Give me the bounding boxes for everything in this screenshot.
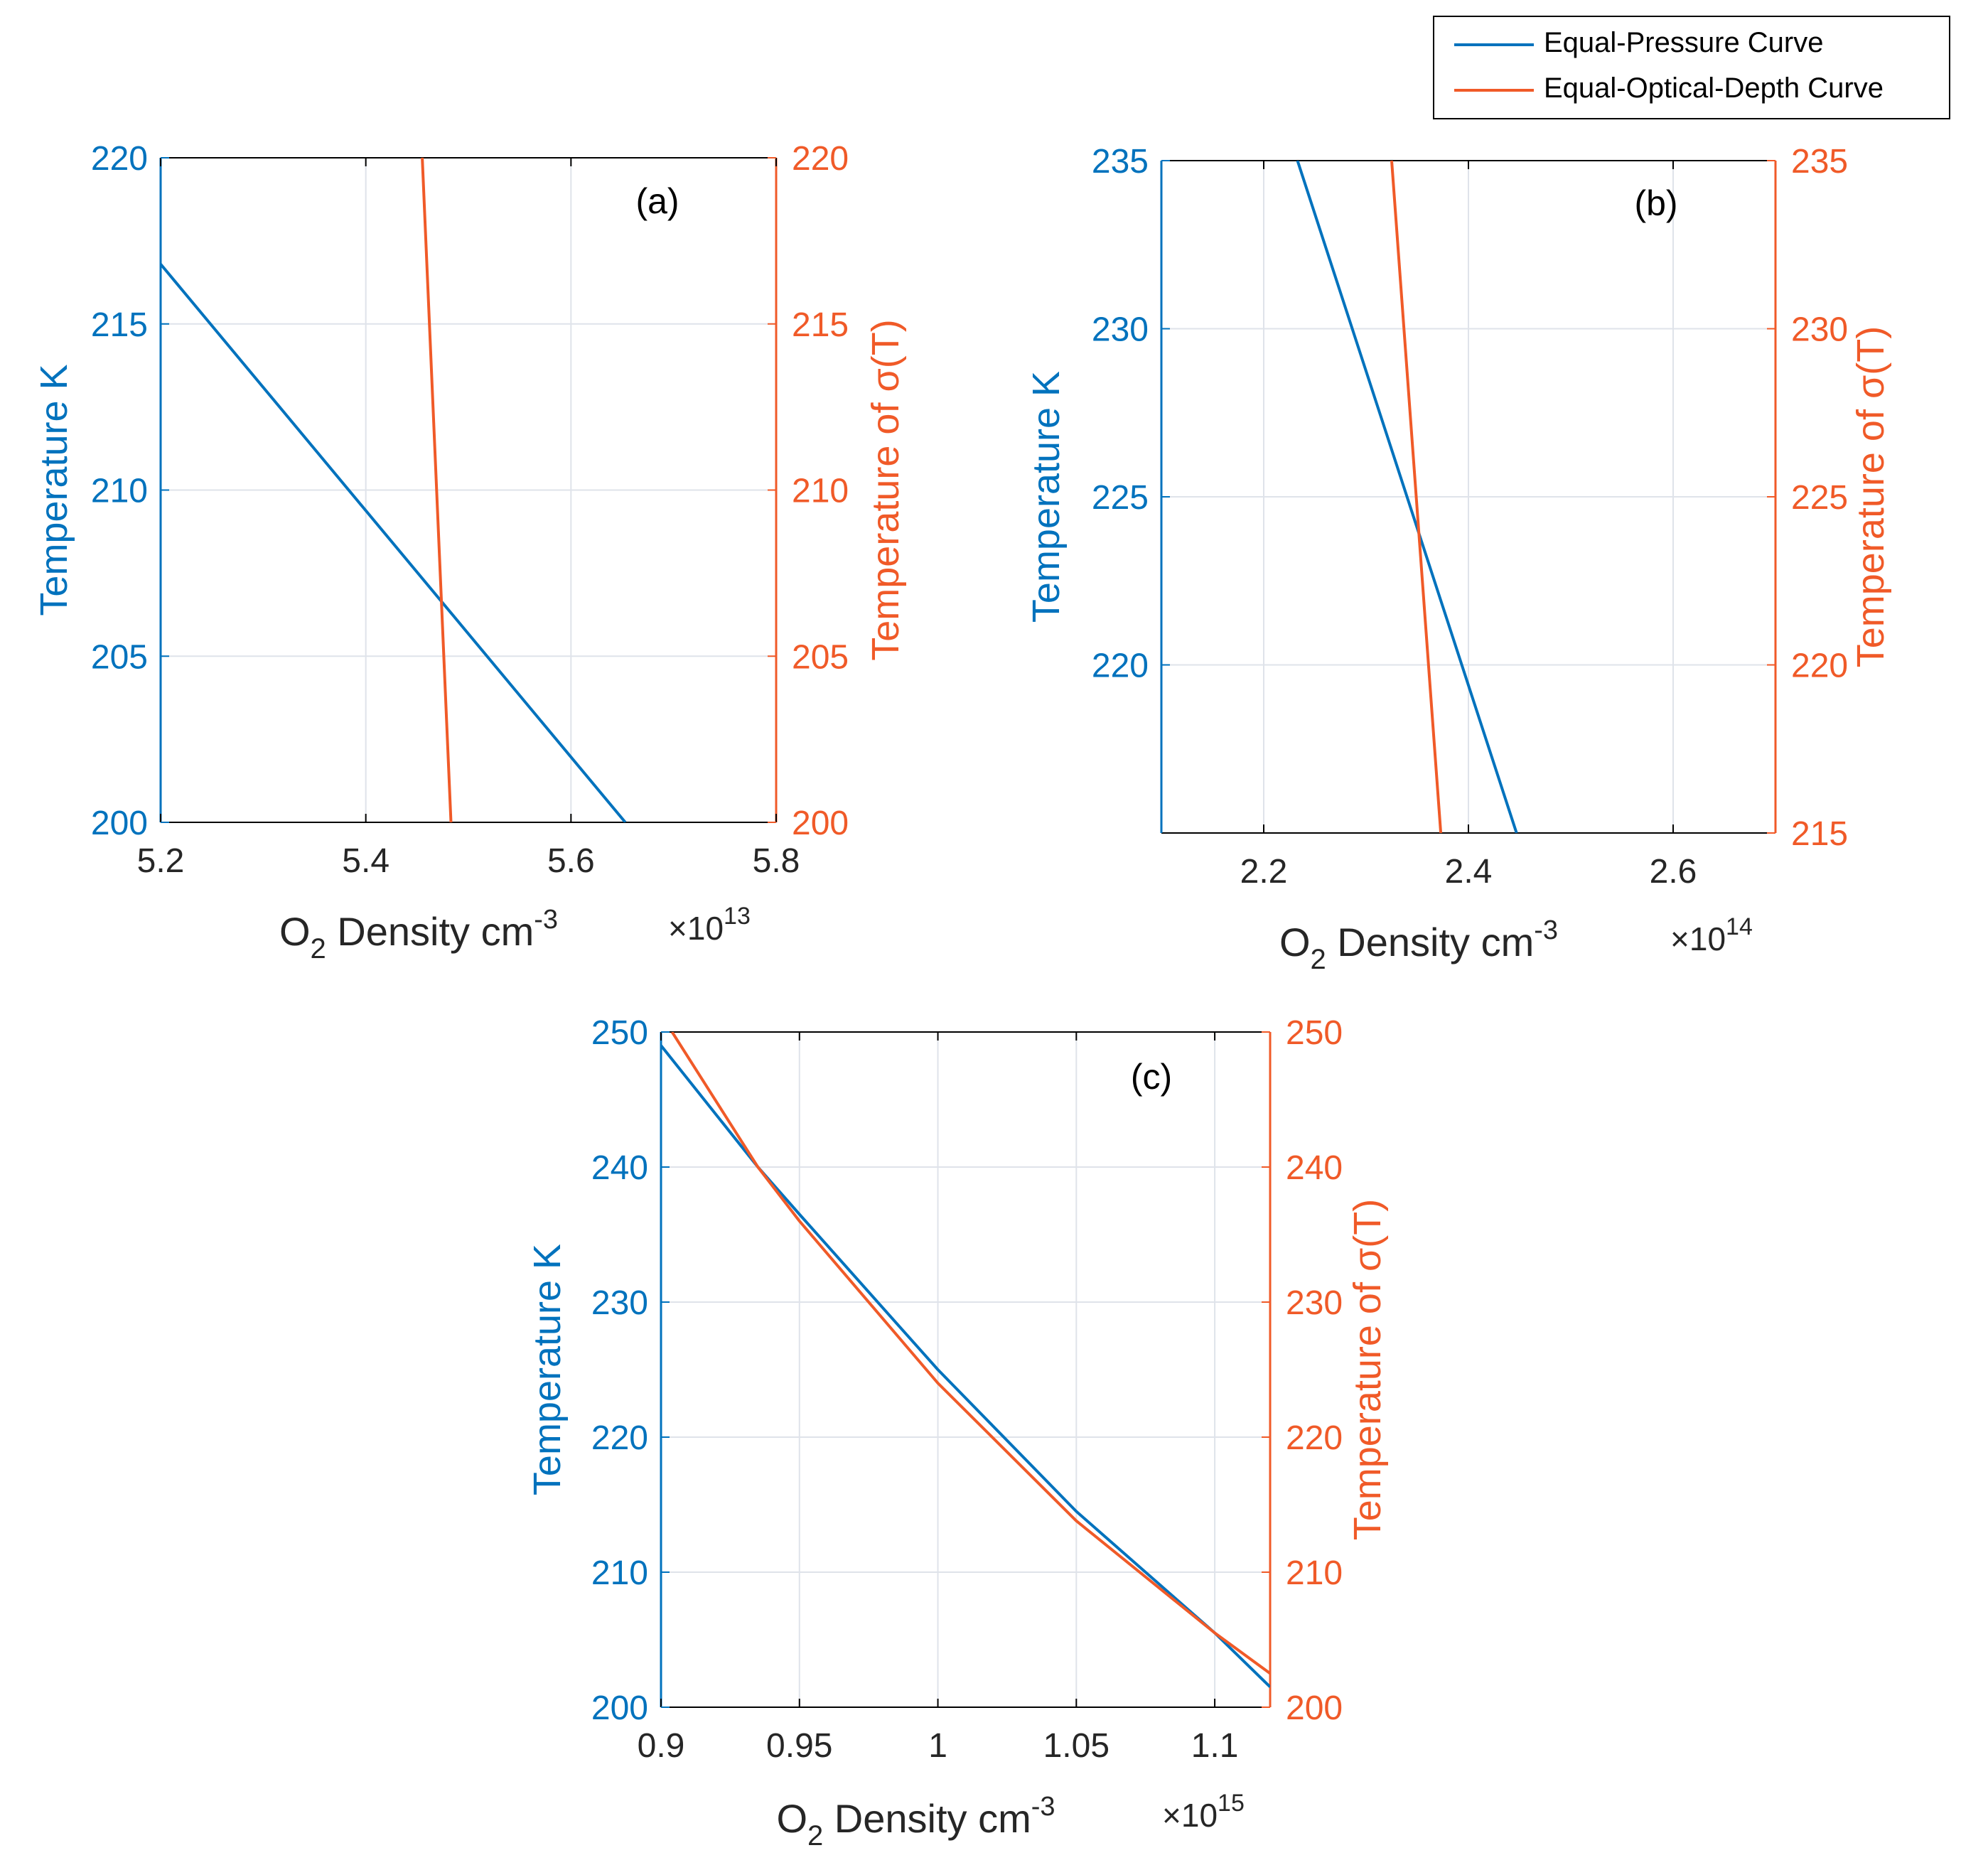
x-axis-label: O2 Density cm-3 [776,1792,1055,1851]
x-axis-label-subscript: 2 [807,1820,823,1851]
x-axis-multiplier-exponent: 13 [724,903,751,930]
legend: Equal-Pressure Curve Equal-Optical-Depth… [1433,16,1950,119]
left-y-tick-label: 220 [1092,647,1149,685]
right-y-tick-label: 205 [792,638,849,676]
x-axis-label-part: O [279,909,311,954]
x-axis-label: O2 Density cm-3 [279,905,558,964]
left-y-tick-label: 200 [591,1689,648,1727]
equal-optical-depth-curve [670,1032,1270,1675]
x-axis-multiplier: ×1013 [668,903,751,947]
right-y-axis-label: Temperature of σ(T) [1346,1199,1389,1540]
x-axis-label-part: O [1279,920,1311,964]
equal-pressure-curve [661,1044,1270,1688]
left-y-tick-label: 215 [91,306,148,344]
x-axis-multiplier: ×1015 [1162,1790,1245,1834]
left-y-tick-label: 210 [591,1554,648,1592]
left-y-tick-label: 250 [591,1014,648,1052]
x-tick-label: 2.2 [1240,853,1288,891]
chart-panel-3: 0.9 0.95 1 1.05 1.1 200 210 220 230 240 250 200 210 2… [526,1014,1389,1851]
right-y-tick-label: 220 [792,140,849,178]
left-y-tick-label: 230 [591,1284,648,1322]
x-tick-label: 2.4 [1445,853,1493,891]
right-y-tick-label: 230 [1791,311,1848,349]
right-y-tick-label: 220 [1791,647,1848,685]
left-y-axis-label: Temperature K [1025,371,1068,623]
x-axis-label-part: Density cm [1326,920,1535,964]
x-tick-label: 1 [928,1727,947,1765]
right-y-axis-label: Temperature of σ(T) [1849,326,1892,667]
left-y-axis-label: Temperature K [526,1244,569,1495]
legend-swatch-blue [1454,43,1534,46]
x-axis-multiplier-base: ×10 [668,910,724,947]
x-axis-multiplier-base: ×10 [1162,1797,1218,1834]
panel-label: (c) [1131,1057,1172,1097]
x-axis-label-part: Density cm [326,909,534,954]
panel-label: (b) [1634,183,1677,223]
x-tick-label: 0.95 [766,1727,832,1765]
x-axis-multiplier: ×1014 [1670,913,1753,957]
right-y-tick-label: 210 [1286,1554,1343,1592]
x-axis-label: O2 Density cm-3 [1279,915,1558,975]
left-y-tick-label: 220 [591,1419,648,1457]
right-y-axis-label: Temperature of σ(T) [864,319,907,660]
x-tick-label: 5.8 [753,842,800,880]
legend-entry-equal-pressure: Equal-Pressure Curve [1434,23,1949,65]
panel-label: (a) [635,181,679,221]
legend-entry-equal-optical-depth: Equal-Optical-Depth Curve [1434,68,1949,111]
right-y-tick-label: 230 [1286,1284,1343,1322]
x-axis-label-subscript: 2 [311,933,326,964]
x-tick-label: 2.6 [1650,853,1697,891]
x-tick-label: 5.6 [547,842,595,880]
equal-pressure-curve [1296,161,1518,833]
chart-panel-1: 5.2 5.4 5.6 5.82002052102152202002052102152… [33,140,907,964]
right-y-tick-label: 200 [1286,1689,1343,1727]
x-axis-multiplier-base: ×10 [1670,920,1726,957]
left-y-tick-label: 225 [1092,479,1149,517]
left-y-tick-label: 230 [1092,311,1149,349]
x-axis-label-superscript: -3 [534,905,558,935]
right-y-tick-label: 215 [792,306,849,344]
legend-label: Equal-Optical-Depth Curve [1544,72,1884,104]
right-y-tick-label: 250 [1286,1014,1343,1052]
equal-pressure-curve [161,263,627,822]
equal-optical-depth-curve [1390,161,1443,833]
right-y-tick-label: 240 [1286,1149,1343,1187]
left-y-tick-label: 210 [91,473,148,510]
left-y-tick-label: 220 [91,140,148,178]
x-axis-label-part: O [776,1796,807,1841]
right-y-tick-label: 235 [1791,143,1848,181]
x-axis-label-part: Density cm [823,1796,1031,1841]
x-tick-label: 1.1 [1191,1727,1239,1765]
legend-swatch-orange [1454,89,1534,92]
left-y-axis-label: Temperature K [33,364,75,616]
x-axis-multiplier-exponent: 14 [1726,913,1753,940]
x-axis-label-subscript: 2 [1311,944,1326,975]
left-y-tick-label: 205 [91,638,148,676]
left-y-tick-label: 200 [91,805,148,842]
x-axis-label-superscript: -3 [1031,1792,1055,1822]
chart-panel-2: 2.2 2.4 2.6 220 225 230 235 215 220 225 230 235 (b) T… [1025,143,1892,975]
x-axis-multiplier-exponent: 15 [1218,1790,1245,1817]
x-axis-label-superscript: -3 [1534,915,1558,945]
right-y-tick-label: 220 [1286,1419,1343,1457]
right-y-tick-label: 225 [1791,479,1848,517]
right-y-tick-label: 215 [1791,815,1848,853]
x-tick-label: 1.05 [1043,1727,1109,1765]
left-y-tick-label: 235 [1092,143,1149,181]
x-tick-label: 5.2 [137,842,185,880]
right-y-tick-label: 210 [792,473,849,510]
legend-label: Equal-Pressure Curve [1544,27,1824,58]
right-y-tick-label: 200 [792,805,849,842]
equal-optical-depth-curve [421,158,453,822]
x-tick-label: 0.9 [638,1727,685,1765]
left-y-tick-label: 240 [591,1149,648,1187]
x-tick-label: 5.4 [342,842,389,880]
